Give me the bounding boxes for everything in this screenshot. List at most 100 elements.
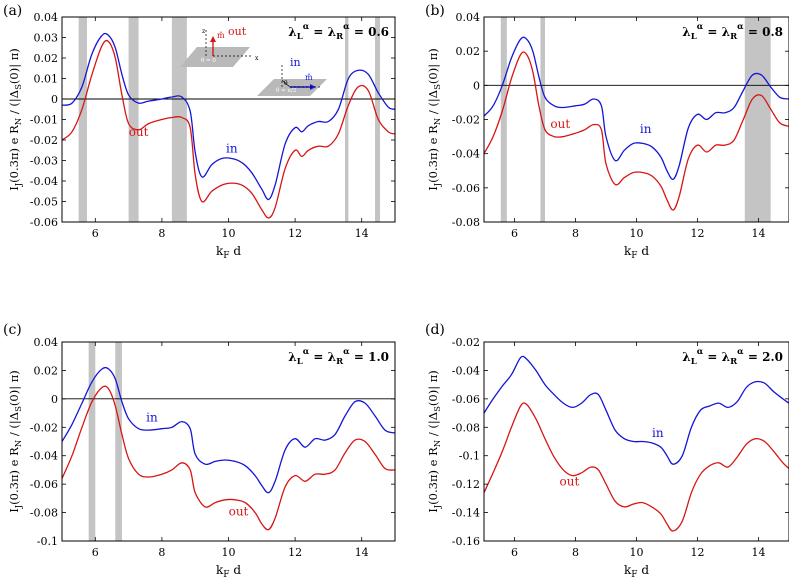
x-tick-label: 8 xyxy=(158,546,165,559)
lambda-part: = xyxy=(309,350,327,364)
inset-schematic: m̂ z x θ = 0 out θ m̂ θ = π/2 in xyxy=(180,25,327,96)
y-label-part: (0)| π) xyxy=(7,48,22,84)
x-label-d: d xyxy=(230,563,242,577)
lambda-part: α xyxy=(737,347,744,357)
y-tick-label: -0.03 xyxy=(30,155,58,168)
lambda-part: λ xyxy=(722,25,730,39)
y-label-part: J xyxy=(14,504,24,509)
series-line-in xyxy=(62,366,395,494)
lambda-part: R xyxy=(730,357,738,367)
y-tick-label: 0.03 xyxy=(34,32,59,45)
y-axis-label: IJ(0.3π) e RN / (|ΔS(0)| π) xyxy=(7,48,24,191)
curve-label-in: in xyxy=(640,122,652,136)
lambda-part: = xyxy=(703,25,721,39)
y-tick-label: -0.12 xyxy=(452,478,480,491)
y-label-part: N xyxy=(433,117,443,125)
y-label-part: (0)| π) xyxy=(7,370,22,406)
y-tick-label: 0.04 xyxy=(456,11,481,24)
x-tick-label: 8 xyxy=(158,227,165,240)
x-tick-label: 6 xyxy=(92,227,99,240)
lambda-part: α xyxy=(697,347,704,357)
lambda-part: L xyxy=(297,357,303,367)
y-tick-label: -0.04 xyxy=(452,364,480,377)
y-label-part: N xyxy=(433,439,443,447)
y-tick-label: 0 xyxy=(51,93,58,106)
y-tick-label: -0.04 xyxy=(30,175,58,188)
x-tick-label: 10 xyxy=(222,546,236,559)
x-tick-label: 8 xyxy=(572,546,579,559)
x-label-sub: F xyxy=(223,570,229,580)
lambda-part: α xyxy=(697,22,704,32)
y-label-part: / (|Δ xyxy=(7,90,22,118)
y-tick-label: 0 xyxy=(51,393,58,406)
inset-plate-out xyxy=(180,47,250,67)
y-tick-label: -0.02 xyxy=(452,114,480,127)
y-tick-label: -0.06 xyxy=(452,393,480,406)
lambda-part: R xyxy=(730,32,738,42)
lambda-part: = 0.8 xyxy=(744,25,783,39)
lambda-part: = 0.6 xyxy=(350,25,389,39)
shaded-band xyxy=(171,17,187,222)
y-tick-label: -0.04 xyxy=(30,450,58,463)
lambda-label: λLα = λRα = 1.0 xyxy=(288,347,389,367)
y-tick-label: 0.02 xyxy=(34,52,59,65)
y-label-part: N xyxy=(14,439,24,447)
y-label-part: (0)| π) xyxy=(426,48,441,84)
y-tick-label: -0.1 xyxy=(37,535,58,548)
x-tick-label: 14 xyxy=(355,227,369,240)
x-tick-label: 14 xyxy=(355,546,369,559)
y-tick-label: -0.08 xyxy=(30,507,58,520)
lambda-part: L xyxy=(297,32,303,42)
lambda-part: λ xyxy=(682,350,690,364)
lambda-part: λ xyxy=(288,25,296,39)
panel-label: (b) xyxy=(425,3,445,19)
panel-label: (c) xyxy=(3,322,22,338)
lambda-label: λLα = λRα = 0.8 xyxy=(682,22,783,42)
lambda-part: R xyxy=(336,32,344,42)
x-label-k: k xyxy=(624,563,632,577)
x-tick-label: 10 xyxy=(222,227,236,240)
y-tick-label: -0.08 xyxy=(452,216,480,229)
series-line-out xyxy=(484,402,789,532)
x-tick-label: 6 xyxy=(511,227,518,240)
panel-label: (d) xyxy=(425,322,445,338)
inset-plate-label-b: θ = π/2 xyxy=(276,88,296,94)
y-label-part: (0)| π) xyxy=(426,370,441,406)
y-label-part: I xyxy=(426,186,440,191)
lambda-part: α xyxy=(343,22,350,32)
curve-label-in: in xyxy=(146,411,158,425)
lambda-part: α xyxy=(303,347,310,357)
x-label-d: d xyxy=(230,244,242,258)
series-line-in xyxy=(62,32,395,201)
shaded-band xyxy=(540,17,545,222)
x-label-d: d xyxy=(638,244,650,258)
y-label-part: I xyxy=(7,186,21,191)
shaded-band xyxy=(128,17,139,222)
y-tick-label: -0.01 xyxy=(30,114,58,127)
x-tick-label: 6 xyxy=(511,546,518,559)
y-tick-label: 0.04 xyxy=(34,11,59,24)
shaded-band xyxy=(115,342,122,541)
lambda-part: = xyxy=(703,350,721,364)
y-tick-label: 0.02 xyxy=(34,364,59,377)
y-label-part: I xyxy=(7,508,21,513)
inset-m-label-out: m̂ xyxy=(217,31,225,40)
x-tick-label: 12 xyxy=(288,227,302,240)
x-axis-label: kF d xyxy=(624,244,649,261)
curve-label-in: in xyxy=(226,141,238,155)
y-tick-label: -0.02 xyxy=(30,134,58,147)
x-tick-label: 8 xyxy=(572,227,579,240)
series-line-out xyxy=(62,385,395,531)
lambda-label: λLα = λRα = 0.6 xyxy=(288,22,389,42)
curve-label-out: out xyxy=(129,125,149,139)
x-tick-label: 12 xyxy=(691,546,705,559)
x-label-sub: F xyxy=(223,251,229,261)
series-line-out xyxy=(484,51,789,211)
x-tick-label: 14 xyxy=(752,227,766,240)
y-tick-label: -0.04 xyxy=(452,148,480,161)
y-label-part: S xyxy=(14,406,24,412)
y-tick-label: 0.01 xyxy=(34,73,59,86)
lambda-part: L xyxy=(691,357,697,367)
inset-plate-label-a: θ = 0 xyxy=(201,58,216,64)
inset-theta-label: θ xyxy=(284,80,288,87)
